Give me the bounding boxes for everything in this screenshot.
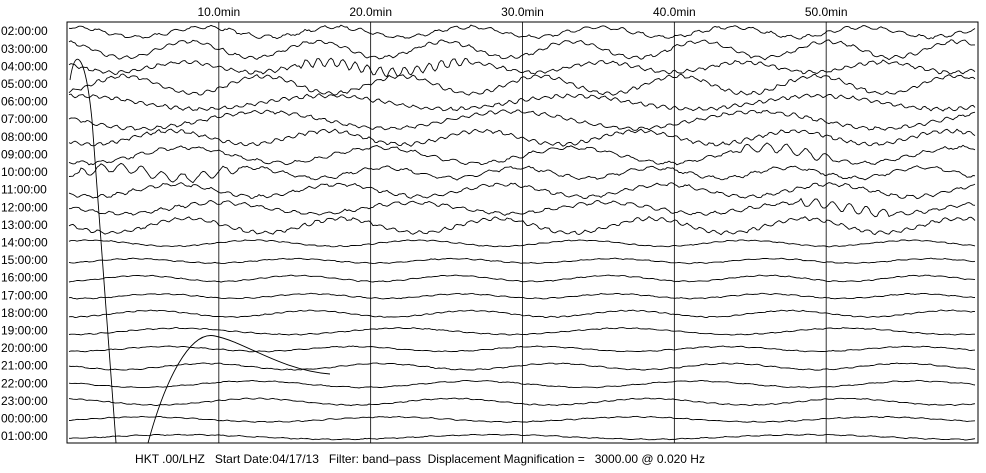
trace	[68, 24, 976, 40]
x-tick-label: 30.0min	[501, 5, 544, 19]
y-tick-label: 09:00:00	[1, 147, 48, 161]
trace	[68, 257, 976, 265]
trace	[69, 433, 976, 441]
y-tick-label: 00:00:00	[1, 412, 48, 426]
y-tick-label: 05:00:00	[1, 77, 48, 91]
trace	[68, 128, 976, 147]
traces	[68, 24, 976, 441]
y-tick-label: 18:00:00	[1, 306, 48, 320]
y-tick-label: 17:00:00	[1, 288, 48, 302]
footer: HKT .00/LHZ Start Date:04/17/13 Filter: …	[135, 452, 705, 466]
trace	[68, 292, 976, 300]
trace	[68, 39, 975, 61]
y-tick-label: 20:00:00	[1, 341, 48, 355]
y-tick-label: 16:00:00	[1, 271, 48, 285]
x-tick-label: 40.0min	[653, 5, 696, 19]
trace	[68, 73, 976, 96]
y-tick-label: 10:00:00	[1, 165, 48, 179]
y-tick-label: 21:00:00	[1, 359, 48, 373]
y-tick-label: 03:00:00	[1, 42, 48, 56]
x-tick-label: 10.0min	[197, 5, 240, 19]
trace	[68, 309, 976, 318]
x-tick-label: 20.0min	[349, 5, 392, 19]
trace	[68, 415, 976, 423]
trace	[68, 93, 976, 112]
y-tick-label: 07:00:00	[1, 112, 48, 126]
trace	[68, 345, 976, 353]
y-tick-label: 08:00:00	[1, 130, 48, 144]
y-tick-label: 23:00:00	[1, 394, 48, 408]
y-tick-label: 04:00:00	[1, 59, 48, 73]
y-tick-label: 02:00:00	[1, 24, 48, 38]
trace	[68, 327, 975, 336]
transient	[69, 58, 331, 444]
trace	[68, 362, 976, 371]
y-tick-label: 22:00:00	[1, 376, 48, 390]
y-tick-label: 06:00:00	[1, 95, 48, 109]
y-tick-label: 12:00:00	[1, 200, 48, 214]
y-tick-label: 01:00:00	[1, 429, 48, 443]
y-tick-label: 19:00:00	[1, 324, 48, 338]
trace	[68, 397, 976, 407]
y-tick-label: 14:00:00	[1, 235, 48, 249]
y-tick-label: 15:00:00	[1, 253, 48, 267]
trace	[68, 216, 976, 236]
trace	[68, 182, 976, 200]
trace	[68, 239, 976, 248]
y-tick-label: 13:00:00	[1, 218, 48, 232]
trace	[68, 197, 976, 218]
trace	[68, 379, 976, 389]
trace	[68, 274, 976, 283]
trace	[68, 142, 976, 166]
trace	[68, 162, 976, 184]
trace	[68, 109, 976, 131]
trace	[68, 57, 976, 78]
y-tick-label: 11:00:00	[1, 183, 47, 197]
x-tick-label: 50.0min	[805, 5, 848, 19]
